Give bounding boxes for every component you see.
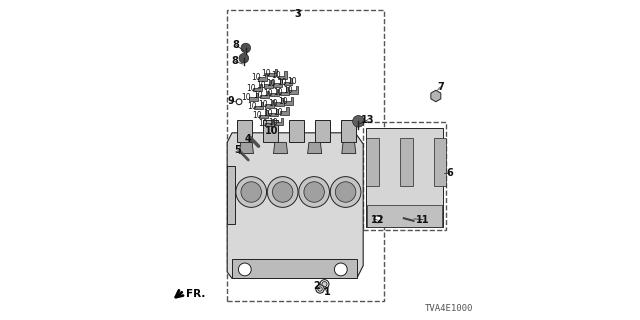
Circle shape — [322, 282, 327, 287]
Text: 10: 10 — [276, 78, 287, 87]
Text: 10: 10 — [266, 79, 276, 88]
Text: 5: 5 — [234, 145, 241, 156]
Polygon shape — [227, 133, 364, 278]
Circle shape — [236, 99, 242, 105]
Text: 10: 10 — [268, 99, 278, 108]
Circle shape — [239, 263, 252, 276]
Circle shape — [304, 182, 324, 202]
Polygon shape — [273, 79, 282, 87]
Circle shape — [335, 182, 356, 202]
Polygon shape — [284, 97, 293, 105]
Circle shape — [320, 280, 329, 289]
Polygon shape — [367, 205, 442, 227]
Circle shape — [241, 43, 251, 53]
Polygon shape — [264, 120, 278, 142]
Polygon shape — [273, 142, 287, 154]
Text: 9: 9 — [228, 96, 234, 107]
Text: 10: 10 — [261, 69, 271, 78]
Text: 10: 10 — [253, 91, 263, 100]
Polygon shape — [237, 120, 252, 142]
Text: 10: 10 — [273, 88, 283, 97]
Text: 10: 10 — [247, 102, 257, 111]
Text: 10: 10 — [278, 97, 287, 106]
Text: 10: 10 — [287, 77, 297, 86]
Text: 10: 10 — [271, 71, 281, 80]
Text: 4: 4 — [244, 134, 251, 144]
Text: 10: 10 — [268, 118, 278, 127]
Text: 6: 6 — [446, 168, 452, 179]
Text: 8: 8 — [233, 40, 239, 51]
Circle shape — [241, 182, 262, 202]
Circle shape — [236, 177, 267, 207]
Circle shape — [239, 53, 249, 63]
Text: 10: 10 — [259, 119, 268, 128]
Text: 11: 11 — [416, 214, 430, 225]
Polygon shape — [265, 119, 274, 126]
Polygon shape — [253, 84, 262, 91]
Polygon shape — [254, 102, 263, 109]
Text: TVA4E1000: TVA4E1000 — [424, 304, 473, 313]
Text: 10: 10 — [257, 81, 266, 90]
Polygon shape — [227, 166, 236, 224]
Text: 3: 3 — [295, 9, 301, 19]
Polygon shape — [366, 138, 380, 186]
Polygon shape — [264, 80, 273, 88]
Polygon shape — [342, 142, 356, 154]
Circle shape — [316, 285, 324, 293]
Text: 10: 10 — [258, 100, 268, 109]
Text: 10: 10 — [263, 109, 273, 118]
Polygon shape — [275, 98, 284, 106]
Polygon shape — [280, 87, 289, 95]
Circle shape — [317, 287, 323, 291]
Polygon shape — [239, 142, 253, 154]
Polygon shape — [278, 71, 287, 79]
Polygon shape — [431, 90, 441, 102]
Text: 1: 1 — [324, 287, 330, 297]
Circle shape — [299, 177, 330, 207]
Text: 10: 10 — [246, 84, 256, 93]
Text: 10: 10 — [273, 108, 283, 116]
Polygon shape — [400, 138, 413, 186]
Polygon shape — [289, 120, 304, 142]
Polygon shape — [232, 259, 357, 278]
Polygon shape — [260, 91, 269, 98]
Text: FR.: FR. — [186, 289, 205, 299]
Text: 13: 13 — [361, 115, 375, 125]
Polygon shape — [270, 89, 279, 96]
Text: 12: 12 — [371, 215, 385, 225]
Circle shape — [334, 263, 347, 276]
Text: 10: 10 — [252, 111, 262, 120]
Polygon shape — [258, 73, 267, 81]
Text: 10: 10 — [263, 89, 273, 98]
Polygon shape — [249, 93, 258, 101]
Text: 8: 8 — [232, 56, 239, 67]
Polygon shape — [268, 69, 277, 76]
Polygon shape — [265, 100, 274, 108]
Polygon shape — [284, 78, 292, 85]
Polygon shape — [274, 118, 283, 125]
Polygon shape — [280, 107, 289, 115]
Text: 7: 7 — [437, 82, 444, 92]
Circle shape — [374, 216, 381, 223]
Polygon shape — [366, 128, 443, 227]
Circle shape — [268, 177, 298, 207]
Polygon shape — [259, 110, 268, 118]
Polygon shape — [342, 120, 356, 142]
Polygon shape — [316, 120, 330, 142]
Text: 10: 10 — [264, 126, 278, 136]
Polygon shape — [289, 86, 298, 94]
Polygon shape — [308, 142, 322, 154]
Text: 2: 2 — [313, 281, 319, 292]
Text: 10: 10 — [241, 93, 252, 102]
Text: 10: 10 — [283, 86, 293, 95]
Circle shape — [330, 177, 361, 207]
Polygon shape — [434, 138, 447, 186]
Circle shape — [353, 116, 364, 127]
Polygon shape — [269, 109, 278, 116]
Circle shape — [273, 182, 293, 202]
Text: 10: 10 — [251, 73, 261, 82]
